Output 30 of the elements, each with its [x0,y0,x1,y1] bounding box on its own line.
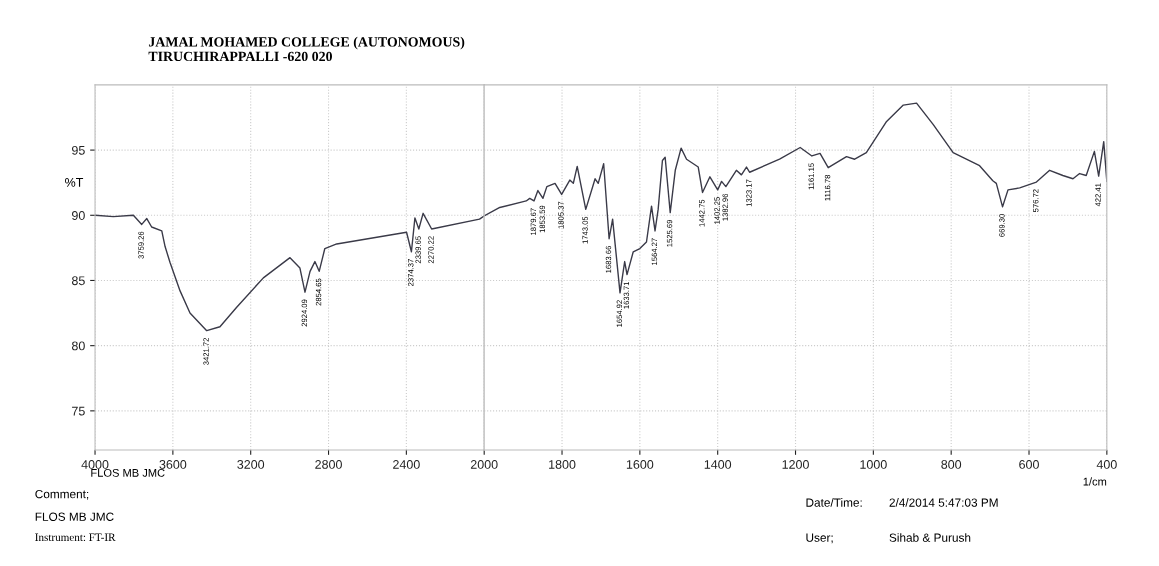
chart-title: JAMAL MOHAMED COLLEGE (AUTONOMOUS) TIRUCHIRAPPALLI -620 020 [148,36,465,62]
y-axis-title: %T [65,178,84,187]
y-tick-label: 85 [71,276,85,286]
text: Comment; [35,489,89,500]
x-tick-label: 4000 [81,460,109,469]
x-tick-label: 1200 [782,460,809,469]
x-tick-label: 2400 [393,460,420,469]
x-tick-label: 3200 [237,460,265,469]
x-axis-title: 1/cm [1083,477,1107,486]
x-tick-label: 1800 [549,460,576,469]
x-tick-label: 1600 [626,460,654,469]
x-tick-label: 2000 [470,460,498,469]
x-tick-label: 1000 [860,460,887,469]
y-tick-label: 95 [72,145,85,155]
x-tick-label: 800 [941,460,962,469]
text: FLOS MB JMC [35,512,114,521]
text: 2/4/2014 5:47:03 PM [889,498,998,507]
text: Date/Time: [806,498,862,507]
x-tick-label: 400 [1096,460,1117,469]
y-tick-label: 80 [71,341,85,351]
y-tick-label: 75 [72,406,85,416]
y-tick-label: 90 [72,211,85,220]
text: FLOS MB JMC [91,468,165,477]
x-tick-label: 2800 [315,460,342,469]
text: User; [806,533,833,544]
x-tick-label: 3600 [159,460,187,469]
x-tick-label: 600 [1019,460,1039,469]
text: Instrument: FT-IR [35,533,116,542]
x-tick-label: 1400 [704,460,732,469]
text: Sihab & Purush [889,533,971,542]
